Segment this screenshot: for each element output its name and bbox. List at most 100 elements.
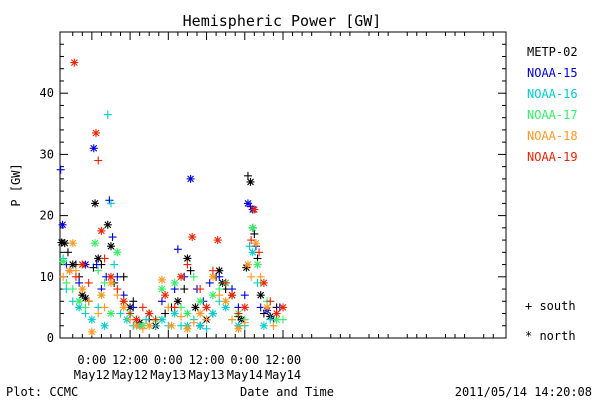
x-tick-day: May14 [227, 368, 263, 382]
data-point-noaa-18-north [68, 239, 77, 248]
data-point-metp-02-south [180, 285, 189, 294]
data-point-noaa-16-south [106, 199, 115, 208]
data-point-noaa-19-north [272, 309, 281, 318]
x-tick-time: 12:00 [112, 353, 148, 367]
data-point-noaa-19-north [188, 233, 197, 242]
data-point-noaa-16-south [110, 260, 119, 269]
data-point-noaa-17-north [248, 223, 257, 232]
x-tick-time: 0:00 [77, 353, 106, 367]
data-point-noaa-19-north [70, 58, 79, 67]
data-point-noaa-19-north [119, 297, 128, 306]
data-point-noaa-15-south [129, 303, 138, 312]
data-point-noaa-18-north [196, 309, 205, 318]
data-point-noaa-18-north [119, 303, 128, 312]
data-point-noaa-18-north [87, 327, 96, 336]
data-point-noaa-18-south [269, 321, 278, 330]
data-point-metp-02-north [173, 297, 182, 306]
data-point-noaa-19-north [161, 291, 170, 300]
data-point-noaa-19-north [279, 303, 287, 312]
footer-timestamp: 2011/05/14 14:20:08 [455, 385, 592, 399]
data-point-noaa-19-north [250, 205, 259, 214]
data-point-noaa-17-north [59, 257, 68, 266]
legend: METP-02 NOAA-15 NOAA-16 NOAA-17 NOAA-18 NOAA-… [527, 45, 578, 164]
data-point-noaa-19-north [78, 260, 87, 269]
data-point-noaa-17-north [113, 248, 122, 257]
data-point-noaa-19-north [228, 291, 237, 300]
data-point-noaa-17-south [68, 285, 77, 294]
data-point-noaa-17-north [170, 278, 179, 287]
data-point-noaa-18-south [138, 324, 147, 333]
data-point-noaa-16-north [196, 321, 205, 330]
data-point-noaa-16-south [142, 315, 151, 324]
data-point-noaa-18-south [202, 315, 211, 324]
data-point-noaa-19-south [221, 278, 230, 287]
data-point-metp-02-north [91, 199, 100, 208]
data-point-noaa-17-north [183, 309, 192, 318]
data-point-noaa-17-south [279, 315, 287, 324]
data-point-noaa-19-north [97, 226, 106, 235]
hemisphere-key-north: * north [525, 329, 576, 343]
data-point-noaa-15-south [173, 245, 182, 254]
x-tick-day: May12 [74, 368, 110, 382]
data-point-metp-02-south [250, 229, 259, 238]
data-point-noaa-18-south [84, 297, 93, 306]
data-point-noaa-19-north [145, 309, 154, 318]
data-point-noaa-17-north [208, 291, 217, 300]
data-point-noaa-19-north [213, 236, 222, 245]
y-tick-label: 0 [47, 331, 54, 345]
x-tick-time: 0:00 [154, 353, 183, 367]
plot-frame [59, 31, 507, 339]
data-point-metp-02-north [94, 254, 103, 263]
y-tick-label: 10 [40, 270, 54, 284]
data-point-noaa-15-south [157, 297, 166, 306]
data-point-metp-02-south [63, 248, 72, 257]
data-point-noaa-19-south [196, 285, 205, 294]
data-point-noaa-19-south [151, 315, 160, 324]
data-point-noaa-18-south [94, 309, 103, 318]
x-tick-time: 12:00 [188, 353, 224, 367]
legend-entry-noaa-15: NOAA-15 [527, 66, 578, 80]
data-point-noaa-16-north [100, 321, 109, 330]
data-point-noaa-16-south [103, 110, 112, 119]
data-point-noaa-19-north [202, 303, 211, 312]
data-point-noaa-19-north [91, 128, 100, 137]
data-point-metp-02-south [243, 171, 252, 180]
data-point-noaa-18-south [228, 315, 237, 324]
data-point-noaa-15-south [108, 233, 117, 242]
data-point-noaa-19-north [240, 303, 249, 312]
data-point-noaa-15-south [92, 260, 101, 269]
data-point-noaa-18-north [221, 297, 230, 306]
legend-entry-noaa-19: NOAA-19 [527, 150, 578, 164]
hemisphere-key-south: + south [525, 299, 576, 313]
x-tick-time: 0:00 [230, 353, 259, 367]
data-point-noaa-18-south [100, 303, 109, 312]
legend-entry-noaa-18: NOAA-18 [527, 129, 578, 143]
data-point-noaa-17-south [94, 266, 103, 275]
data-point-noaa-15-north [89, 144, 98, 153]
x-tick-day: May13 [150, 368, 186, 382]
data-point-noaa-17-north [157, 285, 166, 294]
x-tick-day: May13 [188, 368, 224, 382]
data-point-noaa-18-south [247, 272, 256, 281]
data-point-noaa-18-north [106, 278, 115, 287]
x-axis: 0:00May1212:00May120:00May1312:00May130:… [72, 32, 494, 382]
data-point-noaa-17-north [75, 297, 84, 306]
data-point-noaa-19-south [84, 278, 93, 287]
data-point-noaa-16-north [259, 321, 268, 330]
data-point-noaa-16-north [208, 309, 217, 318]
data-point-noaa-19-north [132, 315, 141, 324]
data-point-noaa-16-north [87, 315, 96, 324]
data-point-metp-02-north [256, 291, 265, 300]
data-point-noaa-18-north [263, 303, 272, 312]
data-point-noaa-18-north [145, 321, 154, 330]
data-point-noaa-16-south [116, 309, 125, 318]
hemisphere-key: + south * north [525, 299, 576, 343]
data-point-noaa-19-south [126, 309, 135, 318]
x-tick-day: May14 [265, 368, 301, 382]
data-point-metp-02-north [246, 177, 255, 186]
data-point-noaa-15-south [75, 278, 84, 287]
data-point-metp-02-north [103, 220, 112, 229]
data-point-noaa-18-south [177, 312, 186, 321]
data-point-noaa-18-south [59, 272, 68, 281]
data-point-noaa-19-south [266, 297, 275, 306]
